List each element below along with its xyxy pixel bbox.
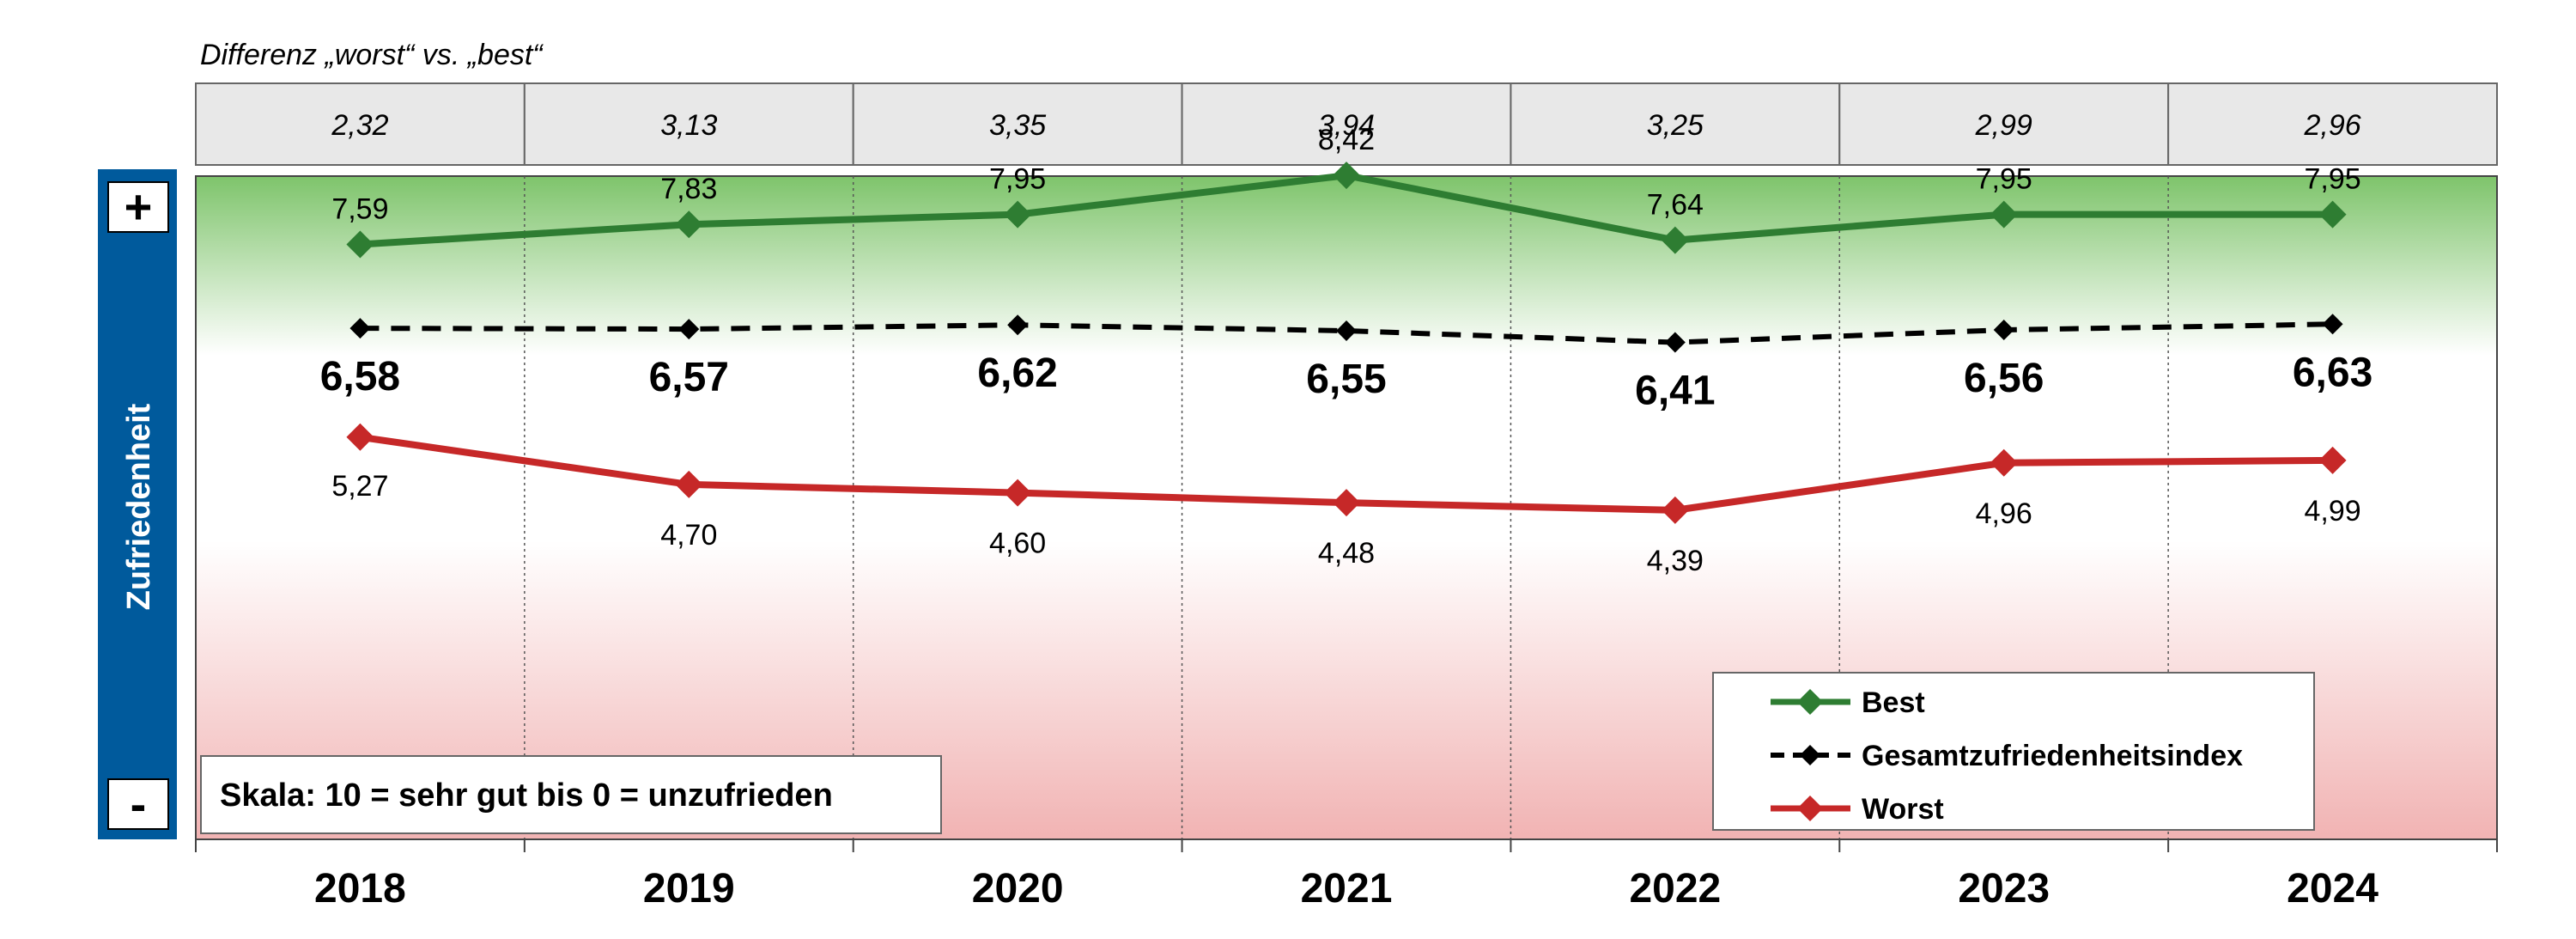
data-point-best — [675, 210, 703, 239]
data-point-worst — [2318, 446, 2347, 474]
difference-value: 2,96 — [2303, 109, 2360, 142]
data-label-best: 8,42 — [1318, 124, 1375, 156]
x-tick-label: 2022 — [1629, 866, 1721, 912]
data-point-worst — [346, 423, 374, 451]
y-axis-label: Zufriedenheit — [121, 403, 157, 610]
legend-marker — [1800, 745, 1820, 765]
data-point-best — [1333, 162, 1360, 190]
plus-icon: + — [125, 180, 153, 234]
data-point-worst — [675, 470, 703, 498]
difference-row: 2,32 3,13 3,35 3,94 3,25 2,99 2,96 — [195, 82, 2498, 166]
x-axis: 2018 2019 2020 2021 2022 2023 2024 — [195, 838, 2498, 912]
data-label-worst: 4,39 — [1647, 545, 1704, 577]
data-point-best — [1004, 200, 1032, 229]
difference-cell — [1838, 82, 2170, 166]
data-point-gesamtzufriedenheitsindex — [1007, 314, 1029, 336]
y-axis-bar — [98, 169, 177, 839]
data-label-best: 7,59 — [331, 192, 388, 225]
data-label-gesamtzufriedenheitsindex: 6,62 — [977, 351, 1057, 396]
legend-label: Best — [1862, 686, 1925, 719]
scale-note: Skala: 10 = sehr gut bis 0 = unzufrieden — [220, 777, 833, 814]
series-layer — [346, 162, 2347, 524]
difference-value: 3,13 — [660, 109, 717, 142]
minus-icon: - — [131, 777, 147, 831]
x-tick-label: 2023 — [1958, 866, 2050, 912]
data-point-gesamtzufriedenheitsindex — [1664, 332, 1686, 353]
legend-label: Gesamtzufriedenheitsindex — [1862, 740, 2243, 772]
difference-cell — [195, 82, 526, 166]
difference-value: 2,32 — [331, 109, 388, 142]
data-label-gesamtzufriedenheitsindex: 6,58 — [320, 354, 400, 399]
data-label-gesamtzufriedenheitsindex: 6,57 — [649, 355, 729, 400]
data-point-gesamtzufriedenheitsindex — [678, 319, 700, 340]
legend-marker — [1797, 796, 1823, 821]
difference-cell — [1510, 82, 1841, 166]
data-point-gesamtzufriedenheitsindex — [349, 318, 371, 339]
x-tick-label: 2020 — [972, 866, 1064, 912]
difference-value: 3,35 — [989, 109, 1046, 142]
difference-value: 3,25 — [1647, 109, 1704, 142]
difference-value: 2,99 — [1975, 109, 2032, 142]
x-tick-label: 2018 — [314, 866, 406, 912]
x-tick-label: 2024 — [2287, 866, 2379, 912]
data-point-gesamtzufriedenheitsindex — [2322, 314, 2343, 335]
data-point-best — [346, 230, 374, 259]
data-point-gesamtzufriedenheitsindex — [1993, 320, 2014, 341]
legend-items: Best Gesamtzufriedenheitsindex Worst — [1771, 686, 2243, 826]
labels-layer: 7,59 7,83 7,95 8,42 7,64 7,95 7,95 6,58 6,57 6,62… — [320, 124, 2373, 577]
data-point-worst — [1661, 496, 1689, 524]
scale-note-box — [200, 755, 942, 834]
plus-box — [107, 181, 169, 233]
data-label-worst: 4,48 — [1318, 537, 1375, 570]
data-label-best: 7,95 — [989, 163, 1046, 196]
data-point-worst — [1333, 489, 1360, 517]
data-label-worst: 5,27 — [331, 470, 388, 503]
x-tick-label: 2021 — [1301, 866, 1393, 912]
difference-value: 3,94 — [1318, 109, 1375, 142]
data-point-worst — [1004, 479, 1032, 507]
data-point-best — [2318, 200, 2347, 229]
data-point-best — [1661, 226, 1689, 254]
minus-box — [107, 778, 169, 830]
legend-label: Worst — [1862, 793, 1944, 826]
legend-marker — [1797, 689, 1823, 715]
data-label-worst: 4,96 — [1976, 497, 2032, 530]
x-tick-label: 2019 — [643, 866, 735, 912]
difference-title: Differenz „worst“ vs. „best“ — [200, 39, 544, 71]
data-label-gesamtzufriedenheitsindex: 6,55 — [1306, 357, 1386, 402]
data-label-best: 7,64 — [1647, 189, 1704, 222]
data-label-gesamtzufriedenheitsindex: 6,63 — [2293, 350, 2372, 395]
data-point-best — [1990, 200, 2018, 229]
data-label-gesamtzufriedenheitsindex: 6,56 — [1964, 356, 2044, 401]
difference-cell — [523, 82, 854, 166]
data-point-worst — [1990, 448, 2018, 477]
data-label-worst: 4,99 — [2304, 495, 2360, 527]
data-label-gesamtzufriedenheitsindex: 6,41 — [1635, 369, 1715, 414]
data-label-worst: 4,70 — [660, 519, 717, 552]
data-point-gesamtzufriedenheitsindex — [1336, 320, 1357, 342]
data-label-best: 7,95 — [1976, 163, 2032, 196]
difference-cell — [2167, 82, 2498, 166]
data-label-best: 7,83 — [660, 173, 717, 205]
data-label-best: 7,95 — [2304, 163, 2360, 196]
data-label-worst: 4,60 — [989, 527, 1046, 560]
